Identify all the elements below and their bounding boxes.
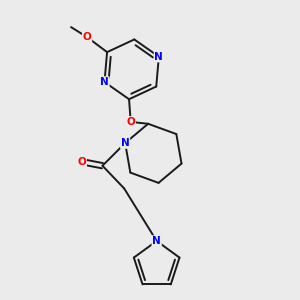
Text: O: O — [126, 117, 135, 127]
Text: N: N — [100, 77, 109, 87]
Text: N: N — [154, 52, 163, 62]
Text: O: O — [77, 157, 86, 167]
Text: N: N — [152, 236, 161, 246]
Text: N: N — [121, 138, 130, 148]
Text: O: O — [83, 32, 92, 42]
